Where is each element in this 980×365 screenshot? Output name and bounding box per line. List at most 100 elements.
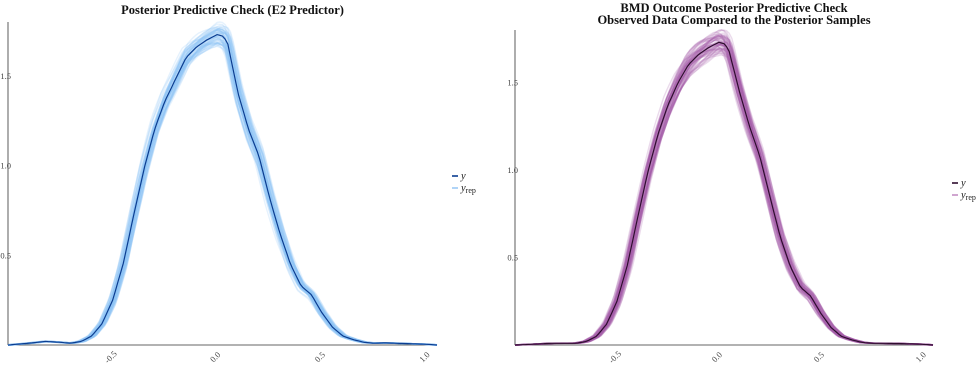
yrep-curve xyxy=(514,44,933,346)
yrep-curve xyxy=(514,34,934,346)
yrep-curve xyxy=(514,42,934,346)
chart-title-line-2: Observed Data Compared to the Posterior … xyxy=(597,13,870,27)
yrep-curve xyxy=(7,28,437,346)
yrep-curve xyxy=(514,35,934,346)
yrep-curve xyxy=(7,42,438,346)
yrep-curve xyxy=(514,35,934,346)
yrep-curve xyxy=(514,43,933,346)
yrep-curve xyxy=(7,32,437,346)
yrep-curve xyxy=(7,41,438,346)
yrep-curve xyxy=(7,28,438,346)
yrep-curve xyxy=(515,47,934,346)
yrep-curve xyxy=(7,26,438,346)
yrep-curve xyxy=(514,50,934,346)
yrep-curve xyxy=(515,45,934,346)
yrep-curve xyxy=(7,42,438,346)
ppc-bmd-panel: BMD Outcome Posterior Predictive Check Ob… xyxy=(490,0,980,365)
ppc-e2-panel: Posterior Predictive Check (E2 Predictor… xyxy=(0,3,476,365)
yrep-curve xyxy=(514,29,934,346)
yrep-curve xyxy=(515,29,934,346)
yrep-curve xyxy=(515,47,934,346)
y-tick-label: 1.0 xyxy=(0,161,11,171)
yrep-curve xyxy=(514,40,934,346)
yrep-curve xyxy=(514,51,934,346)
yrep-curve xyxy=(514,42,934,346)
yrep-curve xyxy=(7,27,438,346)
yrep-curve xyxy=(514,35,934,346)
yrep-curve xyxy=(514,42,933,346)
yrep-curve xyxy=(515,40,934,346)
yrep-curve xyxy=(7,31,438,346)
yrep-curve xyxy=(8,25,438,346)
yrep-curve xyxy=(8,43,438,346)
x-tick-label: -0.5 xyxy=(607,349,624,365)
yrep-curve xyxy=(514,43,933,346)
yrep-curve xyxy=(515,49,934,346)
chart-title-line-1: Posterior Predictive Check (E2 Predictor… xyxy=(121,3,344,17)
yrep-curve xyxy=(514,44,934,346)
yrep-curve xyxy=(514,39,933,346)
y-tick-label: 1.5 xyxy=(507,78,518,88)
yrep-curve xyxy=(7,33,438,346)
yrep-curve xyxy=(515,35,934,346)
yrep-curve xyxy=(515,37,934,346)
yrep-curve xyxy=(8,26,438,346)
yrep-curve xyxy=(514,34,933,346)
yrep-curve xyxy=(7,29,438,346)
yrep-curve xyxy=(7,42,437,346)
yrep-curve xyxy=(7,28,438,346)
x-tick-label: 0.5 xyxy=(811,350,826,365)
yrep-curve xyxy=(7,35,438,346)
yrep-curve xyxy=(7,45,438,346)
yrep-curve xyxy=(8,32,438,346)
chart-title-line-1: BMD Outcome Posterior Predictive Check xyxy=(620,1,847,15)
yrep-curve xyxy=(7,27,438,346)
yrep-curve xyxy=(7,41,437,346)
yrep-curve xyxy=(514,43,933,346)
yrep-curve xyxy=(514,48,933,346)
legend-label: yrep xyxy=(460,183,476,195)
yrep-curve xyxy=(7,21,438,346)
yrep-curve xyxy=(7,31,438,346)
yrep-curve xyxy=(7,32,438,346)
yrep-curve xyxy=(514,48,934,346)
yrep-curve xyxy=(515,44,934,346)
yrep-curve xyxy=(7,36,437,346)
y-tick-label: 1.5 xyxy=(0,71,11,81)
legend-label: yrep xyxy=(960,190,976,202)
yrep-curve xyxy=(514,39,934,346)
ppc-e2-chart: Posterior Predictive Check (E2 Predictor… xyxy=(0,3,476,365)
yrep-curve xyxy=(7,36,438,346)
y-tick-label: 0.5 xyxy=(0,250,11,260)
yrep-curve xyxy=(7,36,437,346)
yrep-curve xyxy=(514,47,934,346)
legend-label: y xyxy=(960,178,966,189)
yrep-curve xyxy=(7,42,438,346)
yrep-curve xyxy=(7,31,438,346)
yrep-curve xyxy=(514,42,934,346)
yrep-curve xyxy=(7,41,438,346)
yrep-curve xyxy=(8,24,438,346)
yrep-curve xyxy=(7,40,438,346)
yrep-curve xyxy=(8,30,438,346)
yrep-curve xyxy=(514,48,934,346)
yrep-curve xyxy=(7,25,438,346)
yrep-curve xyxy=(514,37,933,346)
yrep-curve xyxy=(7,42,438,346)
x-tick-label: 1.0 xyxy=(417,350,432,365)
yrep-curve xyxy=(514,37,933,346)
yrep-curve xyxy=(514,34,934,346)
yrep-curve xyxy=(7,34,437,346)
legend-label: y xyxy=(460,171,466,182)
y-tick-label: 1.0 xyxy=(507,165,518,175)
yrep-curve xyxy=(514,48,934,346)
yrep-curve xyxy=(515,28,934,346)
yrep-curve xyxy=(7,42,438,346)
yrep-curve xyxy=(515,35,934,346)
yrep-curve xyxy=(7,39,438,346)
yrep-curve xyxy=(515,43,934,346)
yrep-curve xyxy=(8,31,438,346)
yrep-curve xyxy=(7,35,437,346)
y-observed-curve xyxy=(7,33,438,346)
